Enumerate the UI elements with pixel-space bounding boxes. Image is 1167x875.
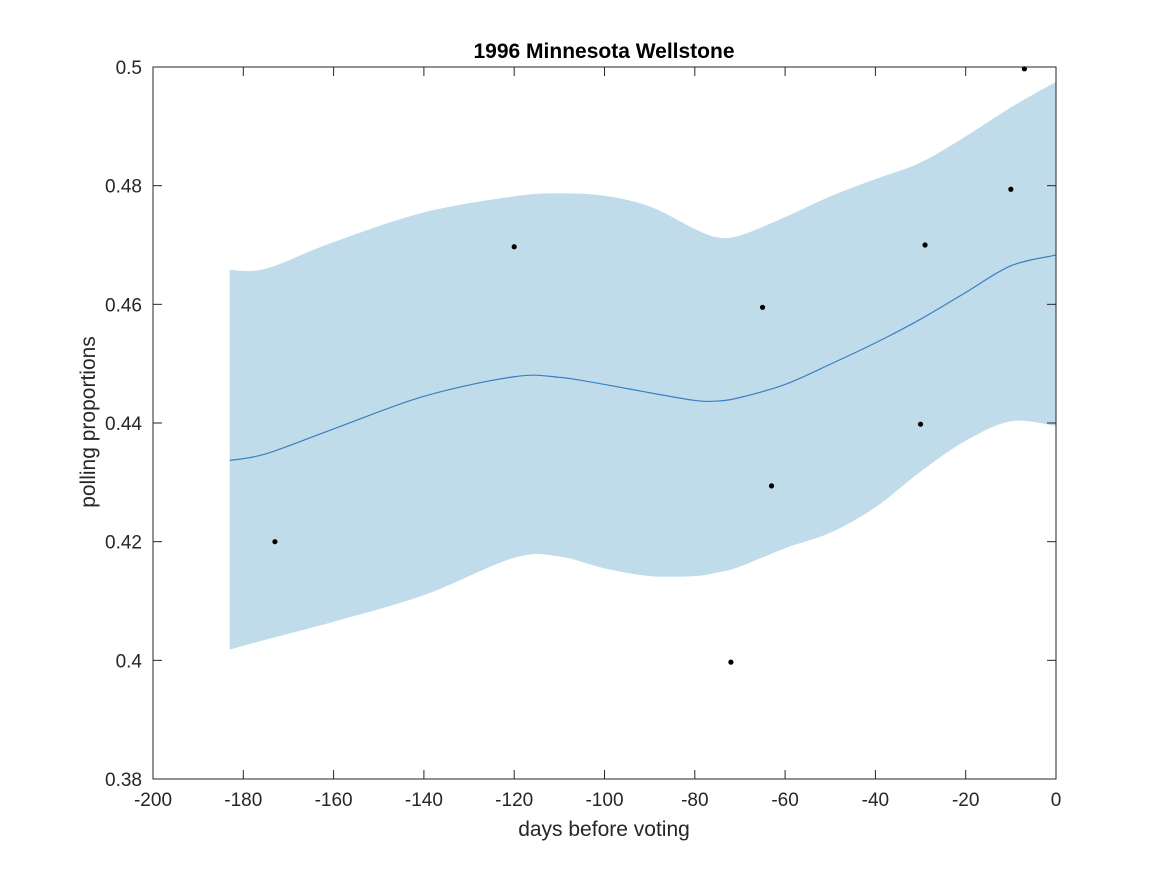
y-tick-label-3: 0.44 [105, 414, 142, 435]
x-tick-label-5: -100 [585, 790, 623, 811]
y-axis-label: polling proportions [77, 336, 100, 508]
x-tick-label-4: -120 [495, 790, 533, 811]
data-point-7 [1008, 186, 1014, 192]
data-point-3 [759, 304, 766, 310]
x-tick-label-7: -60 [771, 790, 798, 811]
x-tick-label-1: -180 [224, 790, 262, 811]
x-tick-label-3: -140 [405, 790, 443, 811]
y-tick-label-1: 0.4 [116, 651, 143, 672]
chart-title: 1996 Minnesota Wellstone [473, 40, 734, 63]
x-tick-label-8: -40 [862, 790, 889, 811]
y-tick-label-5: 0.48 [105, 177, 142, 198]
x-tick-label-9: -20 [952, 790, 979, 811]
data-point-0 [272, 539, 278, 545]
mean-line-0 [229, 254, 1057, 461]
plot-area: -200 -180 -160 -140 -120 -100 -80 -60 -40 -20 00.3… [105, 58, 1061, 811]
data-point-1 [511, 244, 517, 250]
x-tick-label-0: -200 [134, 790, 172, 811]
y-tick-label-2: 0.42 [105, 533, 142, 554]
data-point-2 [728, 659, 734, 665]
data-point-6 [922, 242, 928, 248]
x-tick-label-10: 0 [1051, 790, 1062, 811]
x-tick-label-2: -160 [315, 790, 353, 811]
data-point-4 [768, 483, 775, 489]
data-point-5 [917, 421, 924, 427]
x-axis-label: days before voting [518, 818, 690, 841]
y-tick-label-4: 0.46 [105, 295, 142, 316]
y-tick-label-0: 0.38 [105, 770, 142, 791]
x-tick-label-6: -80 [681, 790, 708, 811]
y-tick-label-6: 0.5 [116, 58, 142, 79]
confidence-band [229, 81, 1056, 650]
